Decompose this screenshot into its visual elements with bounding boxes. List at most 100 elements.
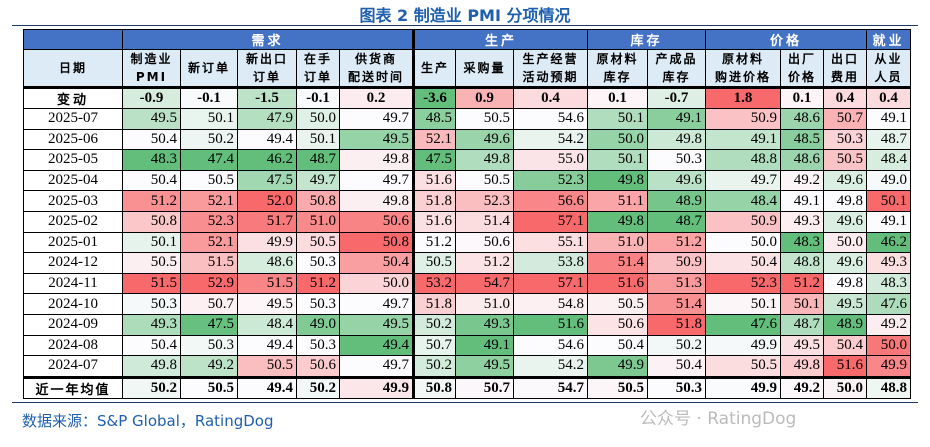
value-cell: 48.8 [780,252,824,274]
value-cell: 51.8 [647,313,706,336]
value-cell: 50.5 [705,355,781,378]
column-header: 新订单 [180,49,238,89]
table-row: 2025-04 50.4 50.5 47.5 49.7 49.7 51.6 50.5 52.3 4… [23,169,911,192]
column-header-row: 日期 制造业 PMI 新订单 新出口 订单 在手 订单 供货商 配送时间 生产 采购量 生产经营 活动预期… [23,49,911,89]
value-cell: 49.7 [339,355,414,378]
value-cell: 49.5 [339,313,414,336]
value-cell: 50.5 [587,293,648,315]
value-cell: 49.4 [237,128,297,151]
column-header-line: 新出口 [245,52,288,66]
value-cell: 51.2 [455,252,514,274]
value-cell: 50.5 [455,108,514,130]
value-cell: 49.6 [823,252,867,274]
value-cell: 50.6 [587,313,648,336]
row-label: 2024-10 [23,293,123,315]
value-cell: 51.5 [180,252,238,274]
value-cell: 55.0 [513,149,588,171]
group-header: 就业 [866,29,911,50]
change-row: 变动 -0.9 -0.1 -1.5 -0.1 0.2 -3.6 0.9 0.4 0.1 -0.7 1.… [23,87,911,109]
column-header-line: 供货商 [354,52,397,66]
value-cell: 51.5 [122,272,181,295]
value-cell: 50.7 [412,334,456,357]
bottom-divider [12,402,918,403]
value-cell: 46.2 [237,149,297,171]
row-label: 变动 [23,87,123,109]
column-header: 采购量 [455,49,514,89]
value-cell: 50.2 [412,355,456,378]
value-cell: 50.6 [339,210,414,233]
value-cell: 0.4 [823,87,867,109]
value-cell: 50.5 [412,252,456,274]
value-cell: 49.2 [780,169,824,192]
value-cell: 50.8 [412,375,456,400]
value-cell: 50.7 [823,108,867,130]
average-row: 近一年均值 50.2 50.5 49.4 50.2 49.9 50.8 50.7 54.7 50.… [23,375,911,400]
value-cell: 1.8 [705,87,781,109]
column-header-line: 在手 [303,52,332,66]
value-cell: 50.1 [780,293,824,315]
value-cell: 52.3 [180,210,238,233]
column-header-line: 原材料 [721,52,764,66]
value-cell: 52.0 [237,190,297,212]
value-cell: 53.8 [513,252,588,274]
table-row: 2025-02 50.8 52.3 51.7 51.0 50.6 51.6 51.4 57.1 4… [23,210,911,233]
value-cell: 49.5 [455,355,514,378]
value-cell: 49.3 [866,252,911,274]
value-cell: 0.9 [455,87,514,109]
value-cell: 49.0 [866,169,911,192]
value-cell: 50.2 [412,313,456,336]
value-cell: 50.3 [823,128,867,151]
value-cell: 49.2 [780,375,824,400]
value-cell: 49.7 [339,108,414,130]
column-header: 供货商 配送时间 [339,49,414,89]
value-cell: 48.3 [866,272,911,295]
value-cell: 50.5 [122,252,181,274]
value-cell: 51.2 [296,272,340,295]
column-header-line: 人员 [874,70,903,84]
value-cell: 50.1 [587,108,648,130]
value-cell: -0.1 [296,87,340,109]
value-cell: 51.8 [412,293,456,315]
column-header-line: 制造业 [130,52,173,66]
column-header-line: 日期 [58,61,87,75]
value-cell: 54.7 [455,272,514,295]
value-cell: 49.1 [455,334,514,357]
value-cell: -0.1 [180,87,238,109]
value-cell: 48.5 [780,128,824,151]
table-row: 2024-07 49.8 49.2 50.5 50.6 49.7 50.2 49.5 54.2 4… [23,355,911,378]
value-cell: 47.6 [866,293,911,315]
table-row: 2025-01 50.1 52.1 49.9 50.5 50.8 51.2 50.6 55.1 5… [23,231,911,254]
value-cell: 48.4 [866,149,911,171]
value-cell: 50.4 [705,252,781,274]
column-header-line: 采购量 [463,61,506,75]
group-header: 生产 [412,29,588,50]
value-cell: 50.0 [296,108,340,130]
value-cell: 49.9 [705,375,781,400]
value-cell: 50.5 [180,169,238,192]
value-cell: 47.5 [237,169,297,192]
value-cell: 49.2 [866,313,911,336]
value-cell: 48.6 [237,252,297,274]
value-cell: 51.8 [412,190,456,212]
row-label: 2025-02 [23,210,123,233]
column-header: 生产 [412,49,456,89]
value-cell: 50.2 [296,375,340,400]
column-header: 生产经营 活动预期 [513,49,588,89]
column-header: 从业 人员 [866,49,911,89]
group-header: 需求 [122,29,414,50]
value-cell: 48.6 [780,149,824,171]
value-cell: 49.5 [339,128,414,151]
value-cell: 47.5 [412,149,456,171]
column-header: 原材料 库存 [587,49,648,89]
value-cell: 48.4 [705,190,781,212]
value-cell: 49.1 [647,108,706,130]
column-header: 日期 [23,49,123,89]
value-cell: 49.6 [823,169,867,192]
data-source: 数据来源：S&P Global，RatingDog [22,412,274,430]
column-header-line: 购进价格 [714,70,771,84]
column-header-line: 订单 [303,70,332,84]
value-cell: 50.4 [122,128,181,151]
value-cell: 49.8 [823,190,867,212]
value-cell: 50.7 [455,375,514,400]
table-row: 2025-06 50.4 50.2 49.4 50.1 49.5 52.1 49.6 54.2 5… [23,128,911,151]
